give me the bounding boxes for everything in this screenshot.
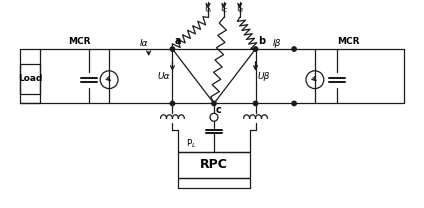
Circle shape [212,101,216,106]
Circle shape [292,101,296,106]
Bar [179,152,250,178]
Text: P$_L$: P$_L$ [186,138,197,150]
Circle shape [254,101,258,106]
Text: Uβ: Uβ [257,72,270,81]
Bar [20,64,40,94]
Text: a: a [175,36,181,46]
Text: MCR: MCR [68,37,91,46]
Circle shape [254,47,258,51]
Text: Uα: Uα [157,72,170,81]
Text: I$_C$: I$_C$ [220,2,228,15]
Text: c: c [216,105,222,115]
Circle shape [292,47,296,51]
Text: I$_A$: I$_A$ [204,2,212,15]
Text: Iβ: Iβ [273,39,282,48]
Text: RPC: RPC [200,158,228,171]
Text: I$_B$: I$_B$ [236,2,244,15]
Text: b: b [258,36,265,46]
Text: MCR: MCR [337,37,360,46]
Text: Iα: Iα [139,39,148,48]
Circle shape [170,101,175,106]
Circle shape [170,47,175,51]
Text: Load: Load [18,74,42,83]
